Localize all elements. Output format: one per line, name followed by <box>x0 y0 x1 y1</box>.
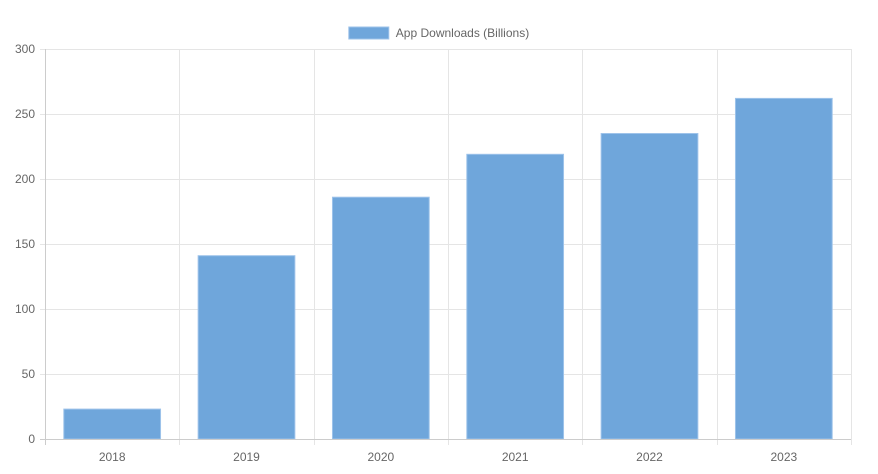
bar[interactable] <box>734 97 833 440</box>
bar[interactable] <box>600 133 699 440</box>
bar[interactable] <box>63 408 162 440</box>
y-tick-label: 300 <box>15 42 35 56</box>
x-axis-ticks: 2018 2019 2020 2021 2022 2023 <box>99 450 798 464</box>
gridlines <box>40 49 852 445</box>
x-tick-label: 2020 <box>367 450 394 464</box>
y-tick-label: 50 <box>22 367 36 381</box>
x-tick-label: 2019 <box>233 450 260 464</box>
legend-swatch <box>348 26 390 40</box>
x-tick-label: 2018 <box>99 450 126 464</box>
y-tick-label: 100 <box>15 302 35 316</box>
bar[interactable] <box>197 255 296 440</box>
y-tick-label: 200 <box>15 172 35 186</box>
x-tick-label: 2021 <box>502 450 529 464</box>
y-tick-label: 250 <box>15 107 35 121</box>
bar[interactable] <box>466 153 565 440</box>
legend[interactable]: App Downloads (Billions) <box>348 26 529 40</box>
legend-label: App Downloads (Billions) <box>396 26 529 40</box>
y-tick-label: 0 <box>28 432 35 446</box>
axes <box>45 49 851 440</box>
bar[interactable] <box>331 196 430 440</box>
y-tick-label: 150 <box>15 237 35 251</box>
x-tick-label: 2022 <box>636 450 663 464</box>
bars <box>63 97 833 440</box>
x-tick-label: 2023 <box>770 450 797 464</box>
y-axis-ticks: 0 50 100 150 200 250 300 <box>15 42 35 446</box>
